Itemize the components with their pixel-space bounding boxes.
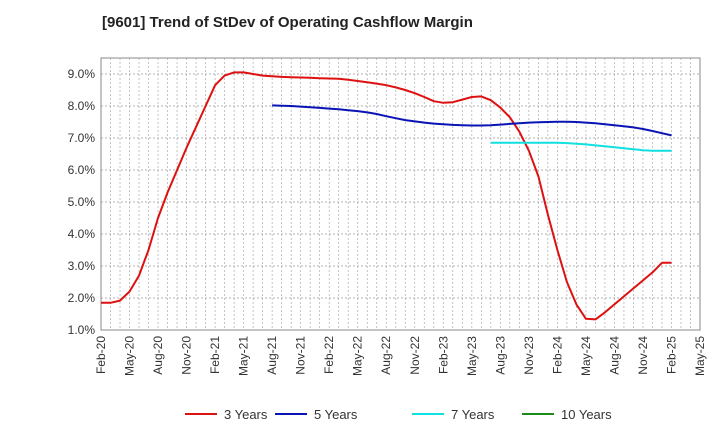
y-tick-label: 5.0% (68, 195, 96, 209)
x-tick-label: Aug-20 (151, 336, 165, 375)
x-tick-label: Aug-24 (607, 336, 621, 375)
y-tick-label: 9.0% (68, 67, 96, 81)
y-tick-label: 1.0% (68, 323, 96, 337)
legend-label: 3 Years (224, 407, 268, 422)
x-tick-label: Feb-23 (436, 336, 450, 374)
plot-area (100, 57, 701, 331)
legend-label: 10 Years (561, 407, 612, 422)
x-tick-label: Feb-20 (94, 336, 108, 374)
x-tick-label: Aug-21 (265, 336, 279, 375)
legend-label: 7 Years (451, 407, 495, 422)
x-tick-label: May-25 (693, 336, 707, 376)
y-tick-label: 7.0% (68, 131, 96, 145)
y-tick-label: 8.0% (68, 99, 96, 113)
x-tick-label: May-21 (237, 336, 251, 376)
x-tick-label: Feb-21 (208, 336, 222, 374)
chart-title: [9601] Trend of StDev of Operating Cashf… (102, 14, 473, 31)
x-tick-label: May-20 (123, 336, 137, 376)
x-tick-label: Feb-25 (664, 336, 678, 374)
x-tick-label: Feb-22 (322, 336, 336, 374)
x-tick-label: Nov-20 (180, 336, 194, 375)
x-tick-label: May-22 (351, 336, 365, 376)
x-tick-label: Nov-23 (522, 336, 536, 375)
legend-label: 5 Years (314, 407, 358, 422)
y-tick-label: 4.0% (68, 227, 96, 241)
x-tick-label: Nov-21 (294, 336, 308, 375)
x-tick-label: Aug-23 (493, 336, 507, 375)
series-line-5-years (272, 104, 672, 137)
series-line-7-years (490, 141, 672, 152)
x-tick-label: Feb-24 (550, 336, 564, 374)
x-tick-label: Nov-22 (408, 336, 422, 375)
x-tick-label: Nov-24 (636, 336, 650, 375)
x-tick-label: Aug-22 (379, 336, 393, 375)
series-line-3-years (101, 71, 672, 321)
y-tick-label: 2.0% (68, 291, 96, 305)
y-tick-label: 6.0% (68, 163, 96, 177)
x-tick-label: May-24 (579, 336, 593, 376)
x-tick-label: May-23 (465, 336, 479, 376)
y-tick-label: 3.0% (68, 259, 96, 273)
